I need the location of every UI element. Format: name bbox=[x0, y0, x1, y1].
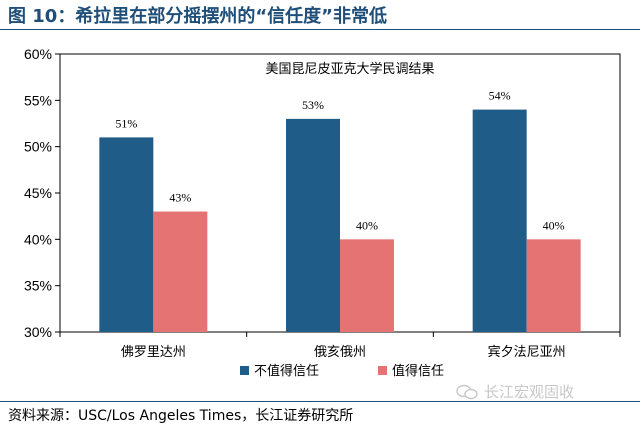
title-rule bbox=[0, 29, 640, 30]
bar-trustworthy bbox=[526, 239, 581, 332]
data-label: 54% bbox=[489, 89, 511, 103]
figure-title: 图 10：希拉里在部分摇摆州的“信任度”非常低 bbox=[8, 6, 387, 27]
y-tick-label: 35% bbox=[24, 278, 52, 294]
bar-untrustworthy bbox=[286, 118, 340, 332]
legend-swatch bbox=[378, 366, 387, 375]
y-tick-label: 55% bbox=[24, 92, 52, 108]
x-category-label: 俄亥俄州 bbox=[314, 345, 366, 360]
data-label: 53% bbox=[302, 98, 324, 112]
y-tick-label: 45% bbox=[24, 185, 52, 201]
chart-subtitle: 美国昆尼皮亚克大学民调结果 bbox=[265, 61, 434, 77]
data-label: 40% bbox=[356, 218, 378, 232]
bar-untrustworthy bbox=[99, 137, 154, 332]
y-tick-label: 30% bbox=[24, 324, 52, 340]
legend-label: 不值得信任 bbox=[254, 363, 319, 379]
data-label: 40% bbox=[543, 218, 565, 232]
data-label: 51% bbox=[115, 116, 137, 130]
source-note: 资料来源：USC/Los Angeles Times，长江证券研究所 bbox=[8, 408, 354, 424]
bar-trustworthy bbox=[340, 239, 394, 332]
y-tick-label: 60% bbox=[24, 46, 52, 62]
watermark: 长江宏观固收 bbox=[456, 381, 574, 402]
bar-chart: 30% 35% 40% 45% 50% 55% 60% 51% 43% 53% 40% 54% 40%… bbox=[24, 46, 621, 379]
y-tick-label: 40% bbox=[24, 231, 52, 247]
x-category-label: 宾夕法尼亚州 bbox=[488, 344, 566, 360]
bar-trustworthy bbox=[153, 211, 208, 332]
bar-untrustworthy bbox=[472, 109, 527, 332]
watermark-text: 长江宏观固收 bbox=[484, 383, 575, 401]
y-tick-label: 50% bbox=[24, 139, 52, 155]
data-label: 43% bbox=[169, 191, 191, 205]
wechat-icon bbox=[456, 384, 478, 399]
legend-swatch bbox=[240, 366, 249, 375]
x-category-label: 佛罗里达州 bbox=[121, 345, 186, 360]
legend-label: 值得信任 bbox=[392, 363, 444, 379]
source-rule bbox=[0, 401, 640, 402]
